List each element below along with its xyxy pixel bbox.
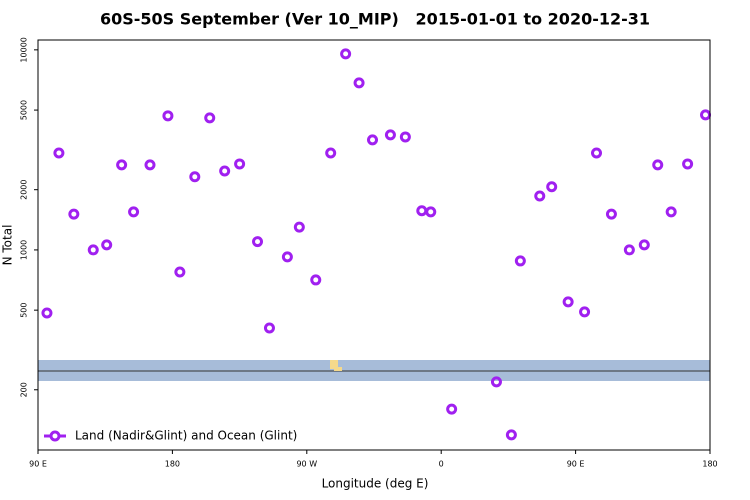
point [87,244,99,256]
point [446,403,458,415]
point [325,147,337,159]
plot-area: 90 E 180 90 W 0 90 E 180 200 500 1000 2000 5000 100… [20,37,718,468]
point [665,206,677,218]
y-tick-label: 1000 [20,240,29,260]
point [638,239,650,251]
point [101,239,113,251]
y-tick-label: 200 [20,382,29,397]
y-tick-label: 10000 [20,37,29,62]
plot-frame [37,39,711,451]
point [310,274,322,286]
point [281,251,293,263]
y-tick-label: 500 [20,303,29,318]
point [174,266,186,278]
x-tick-label: 0 [439,460,444,469]
point [546,181,558,193]
point [68,208,80,220]
x-tick-label: 180 [165,460,180,469]
point [293,221,305,233]
map-speck [330,360,338,369]
point [605,208,617,220]
point [252,236,264,248]
x-axis-label: Longitude (deg E) [322,477,429,491]
point [263,322,275,334]
y-axis-label: N Total [1,225,15,266]
point [384,129,396,141]
x-tick-label: 90 W [296,460,317,469]
point [189,171,201,183]
point [505,429,517,441]
map-speck [334,367,342,371]
x-tick-label: 180 [702,460,717,469]
legend-marker [49,430,61,442]
point [579,306,591,318]
point [562,296,574,308]
x-tick-label: 90 E [29,460,47,469]
point [514,255,526,267]
point [425,206,437,218]
point [367,134,379,146]
point [353,77,365,89]
point [623,244,635,256]
point [534,190,546,202]
point [219,165,231,177]
y-tick-label: 2000 [20,180,29,200]
point [490,376,502,388]
x-tick-label: 90 E [567,460,585,469]
point [53,147,65,159]
y-tick-label: 5000 [20,100,29,120]
point [682,158,694,170]
legend-label: Land (Nadir&Glint) and Ocean (Glint) [75,429,297,443]
point [591,147,603,159]
point [234,158,246,170]
point [128,206,140,218]
point [204,112,216,124]
point [340,48,352,60]
point [162,110,174,122]
point [399,131,411,143]
chart-title: 60S-50S September (Ver 10_MIP) 2015-01-0… [100,10,650,29]
point [116,159,128,171]
point [41,307,53,319]
point [652,159,664,171]
point [144,159,156,171]
